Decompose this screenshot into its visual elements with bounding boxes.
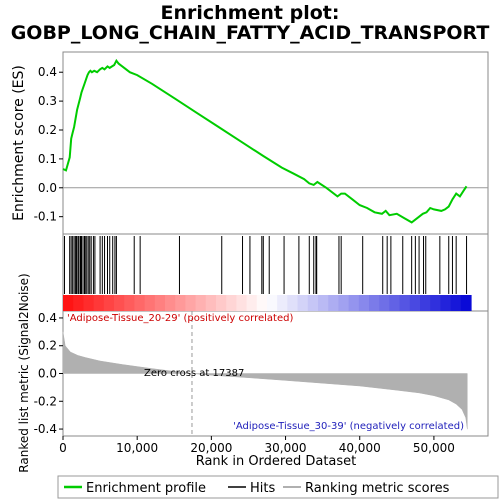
legend-box <box>57 475 499 499</box>
x-tick-label: 10,000 <box>116 441 158 455</box>
metric-y-tick-label: 0.0 <box>38 367 57 381</box>
colorbar-segment <box>124 295 135 311</box>
colorbar-segment <box>409 295 421 311</box>
colorbar-segment <box>267 295 278 311</box>
x-axis-label: Rank in Ordered Dataset <box>196 454 357 469</box>
metric-y-axis-label: Ranked list metric (Signal2Noise) <box>17 273 31 472</box>
colorbar-segment <box>297 295 309 311</box>
colorbar-segment <box>246 295 258 311</box>
positive-correlation-label: 'Adipose-Tissue_20-29' (positively corre… <box>67 313 293 324</box>
metric-y-tick-label: 0.2 <box>38 339 57 353</box>
es-y-tick-label: 0.0 <box>38 181 57 195</box>
colorbar-segment <box>440 295 452 311</box>
es-y-tick-label: 0.1 <box>38 152 57 166</box>
colorbar-segment <box>236 295 248 311</box>
colorbar-segment <box>318 295 329 311</box>
colorbar-segment <box>165 295 176 311</box>
legend-label-hits: Hits <box>250 481 275 496</box>
colorbar-segment <box>307 295 319 311</box>
colorbar-segment <box>348 295 360 311</box>
rank-colorbar <box>63 295 472 311</box>
x-tick-label: 40,000 <box>339 441 381 455</box>
x-tick-label: 30,000 <box>265 441 307 455</box>
chart-title-line-1: Enrichment plot: <box>161 2 340 24</box>
colorbar-segment <box>369 295 380 311</box>
metric-y-tick-label: 0.4 <box>38 311 57 325</box>
x-tick-label: 50,000 <box>413 441 455 455</box>
colorbar-segment <box>226 295 237 311</box>
colorbar-segment <box>93 295 105 311</box>
colorbar-segment <box>256 295 268 311</box>
es-y-tick-label: -0.1 <box>34 210 57 224</box>
x-tick-label: 20,000 <box>190 441 232 455</box>
x-tick-label: 0 <box>59 441 67 455</box>
colorbar-segment <box>277 295 288 311</box>
metric-y-tick-label: -0.4 <box>34 422 57 436</box>
colorbar-segment <box>73 295 84 311</box>
es-y-tick-label: 0.2 <box>38 123 57 137</box>
es-panel-frame <box>62 51 489 235</box>
colorbar-segment <box>389 295 401 311</box>
es-y-tick-label: 0.3 <box>38 94 57 108</box>
colorbar-segment <box>114 295 125 311</box>
colorbar-segment <box>63 295 74 311</box>
colorbar-segment <box>134 295 146 311</box>
colorbar-segment <box>420 295 431 311</box>
colorbar-segment <box>195 295 207 311</box>
negative-correlation-label: 'Adipose-Tissue_30-39' (negatively corre… <box>233 421 464 432</box>
legend-label-enrichment: Enrichment profile <box>86 481 206 496</box>
colorbar-segment <box>399 295 411 311</box>
colorbar-segment <box>379 295 390 311</box>
colorbar-segment <box>450 295 462 311</box>
chart-title-line-2: GOBP_LONG_CHAIN_FATTY_ACID_TRANSPORT <box>11 22 490 44</box>
hits-layer <box>63 236 468 294</box>
metric-y-tick-label: -0.2 <box>34 394 57 408</box>
axes-layer: -0.1 0.0 0.1 0.2 0.3 0.4 -0.4 -0.2 0.0 0.2 0.4 0 10,… <box>34 65 455 455</box>
colorbar-segment <box>328 295 339 311</box>
colorbar-segment <box>205 295 217 311</box>
colorbar-segment <box>338 295 350 311</box>
es-y-axis-label: Enrichment score (ES) <box>11 65 27 221</box>
colorbar-segment <box>358 295 370 311</box>
legend: Enrichment profile Hits Ranking metric s… <box>57 475 499 499</box>
es-profile-line <box>62 58 468 224</box>
zero-cross-label: Zero cross at 17387 <box>144 368 244 379</box>
colorbar-segment <box>144 295 156 311</box>
colorbar-segment <box>154 295 166 311</box>
colorbar-segment <box>287 295 299 311</box>
metric-layer <box>62 311 468 436</box>
colorbar-segment <box>175 295 186 311</box>
legend-label-ranking: Ranking metric scores <box>305 481 450 496</box>
colorbar-segment <box>103 295 115 311</box>
colorbar-segment <box>216 295 227 311</box>
colorbar-segment <box>185 295 197 311</box>
colorbar-segment <box>430 295 441 311</box>
colorbar-segment <box>460 295 472 311</box>
es-layer <box>62 58 488 224</box>
es-y-tick-label: 0.4 <box>38 65 57 79</box>
ranking-metric-area <box>62 331 468 430</box>
colorbar-segment <box>83 295 95 311</box>
